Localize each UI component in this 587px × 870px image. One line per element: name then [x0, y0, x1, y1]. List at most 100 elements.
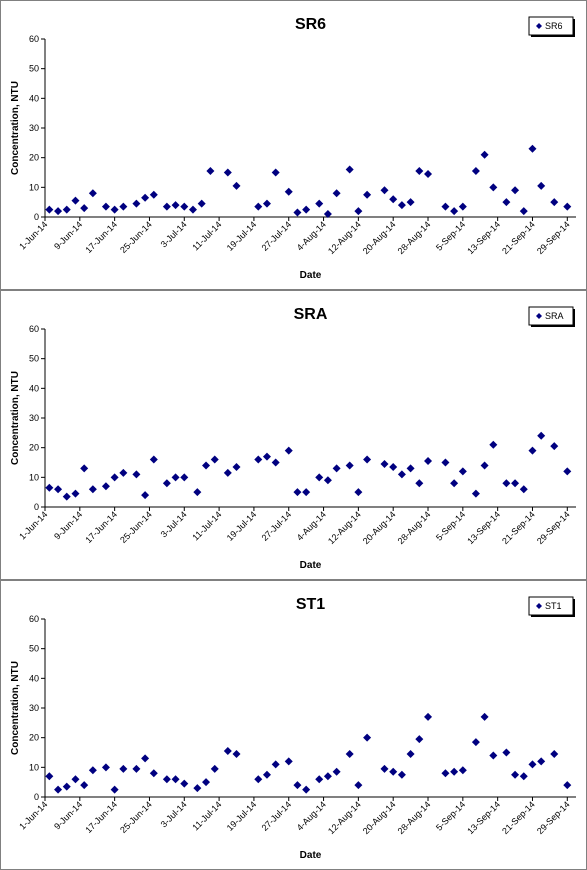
- legend: SRA: [528, 306, 575, 327]
- data-point: [406, 749, 415, 758]
- data-point: [193, 488, 202, 497]
- x-tick-label: 17-Jun-14: [83, 509, 119, 545]
- data-point: [380, 764, 389, 773]
- data-point: [271, 760, 280, 769]
- data-point: [489, 440, 498, 449]
- x-tick-label: 17-Jun-14: [83, 799, 119, 835]
- data-point: [323, 772, 332, 781]
- data-point: [563, 467, 572, 476]
- data-point: [528, 760, 537, 769]
- data-point: [210, 455, 219, 464]
- data-point: [380, 186, 389, 195]
- data-point: [323, 476, 332, 485]
- data-point: [397, 770, 406, 779]
- data-point: [80, 464, 89, 473]
- data-point: [149, 190, 158, 199]
- data-point: [502, 198, 511, 207]
- x-tick-label: 11-Jul-14: [190, 219, 223, 252]
- y-tick-label: 60: [29, 324, 39, 334]
- data-point: [480, 461, 489, 470]
- y-tick-label: 30: [29, 123, 39, 133]
- y-tick-label: 40: [29, 383, 39, 393]
- data-point: [206, 167, 215, 176]
- y-tick-label: 10: [29, 182, 39, 192]
- legend-label: SR6: [545, 21, 563, 31]
- x-tick-label: 28-Aug-14: [396, 219, 433, 256]
- data-point: [271, 168, 280, 177]
- data-point: [80, 781, 89, 790]
- data-point: [528, 446, 537, 455]
- data-point: [162, 775, 171, 784]
- data-point: [302, 205, 311, 214]
- data-point: [254, 775, 263, 784]
- data-point: [537, 181, 546, 190]
- data-point: [511, 770, 520, 779]
- data-point: [293, 781, 302, 790]
- x-tick-label: 5-Sep-14: [434, 799, 467, 832]
- data-point: [528, 144, 537, 153]
- data-point: [441, 769, 450, 778]
- data-point: [389, 767, 398, 776]
- data-point: [441, 202, 450, 211]
- data-point: [363, 733, 372, 742]
- x-tick-label: 27-Jul-14: [260, 509, 294, 543]
- data-point: [101, 202, 110, 211]
- chart-panel-sr6: SR6 0 10 20 30 40 50 60 1-Jun-14 9-Jun-14 17-Jun-1…: [0, 0, 587, 290]
- y-tick-label: 10: [29, 472, 39, 482]
- data-point: [132, 764, 141, 773]
- data-point: [489, 751, 498, 760]
- y-tick-label: 50: [29, 354, 39, 364]
- data-point: [315, 775, 324, 784]
- data-point: [180, 473, 189, 482]
- legend-marker: [536, 313, 542, 319]
- data-point: [389, 195, 398, 204]
- data-point: [380, 459, 389, 468]
- x-tick-label: 27-Jul-14: [260, 799, 294, 833]
- x-tick-label: 12-Aug-14: [326, 219, 363, 256]
- data-point: [458, 467, 467, 476]
- x-tick-label: 11-Jul-14: [190, 799, 223, 832]
- data-point: [345, 165, 354, 174]
- data-point: [110, 785, 119, 794]
- data-point: [232, 749, 241, 758]
- x-tick-label: 3-Jul-14: [159, 219, 189, 249]
- x-tick-label: 3-Jul-14: [159, 509, 189, 539]
- data-point: [354, 488, 363, 497]
- x-tick-label: 12-Aug-14: [326, 509, 363, 546]
- data-point: [406, 198, 415, 207]
- y-tick-label: 10: [29, 762, 39, 772]
- x-tick-label: 9-Jun-14: [52, 799, 84, 831]
- data-point: [424, 457, 433, 466]
- data-point: [262, 199, 271, 208]
- x-tick-label: 17-Jun-14: [83, 219, 119, 255]
- y-tick-label: 60: [29, 614, 39, 624]
- x-tick-label: 4-Aug-14: [295, 509, 328, 542]
- data-point: [284, 757, 293, 766]
- x-tick-label: 13-Sep-14: [465, 799, 502, 836]
- data-point: [180, 779, 189, 788]
- legend-box: [528, 306, 574, 326]
- x-tick-label: 25-Jun-14: [118, 219, 154, 255]
- data-point: [101, 763, 110, 772]
- data-point: [149, 769, 158, 778]
- chart-panel-sra: SRA 0 10 20 30 40 50 60 1-Jun-14 9-Jun-14 17-Jun-1…: [0, 290, 587, 580]
- data-point: [415, 479, 424, 488]
- data-point: [537, 431, 546, 440]
- data-point: [363, 190, 372, 199]
- y-axis-label: Concentration, NTU: [10, 81, 21, 175]
- data-point: [550, 442, 559, 451]
- data-point: [71, 196, 80, 205]
- data-point: [293, 208, 302, 217]
- y-tick-label: 0: [34, 502, 39, 512]
- x-tick-label: 1-Jun-14: [17, 219, 49, 251]
- data-point: [345, 749, 354, 758]
- x-tick-label: 20-Aug-14: [361, 799, 398, 836]
- data-point: [141, 754, 150, 763]
- data-point: [293, 488, 302, 497]
- data-point: [223, 468, 232, 477]
- data-point: [363, 455, 372, 464]
- data-point: [271, 458, 280, 467]
- x-tick-label: 20-Aug-14: [361, 509, 398, 546]
- legend-marker: [536, 23, 542, 29]
- data-point: [424, 169, 433, 178]
